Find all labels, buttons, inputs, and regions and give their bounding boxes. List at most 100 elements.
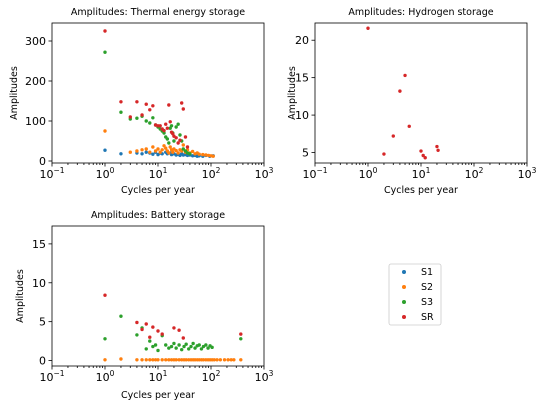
axis-ticks: 10−1 100 101 102 103 5 10 15 20	[295, 34, 537, 181]
data-point	[119, 110, 123, 114]
data-point	[419, 149, 423, 153]
axis-ticks: 10−1 100 101 102 103 0 5 10 15	[32, 238, 274, 384]
data-point	[167, 141, 171, 145]
data-point	[201, 152, 205, 157]
data-point	[128, 115, 132, 119]
data-point	[148, 121, 152, 125]
data-point	[191, 341, 195, 346]
data-point	[103, 129, 107, 133]
data-point	[169, 124, 174, 128]
y-tick-label: 0	[39, 155, 46, 168]
y-tick-label: 200	[25, 75, 46, 88]
plot-frame	[51, 225, 265, 367]
data-point	[190, 149, 195, 154]
data-point	[148, 150, 152, 154]
data-point	[158, 124, 162, 128]
data-point	[144, 150, 148, 154]
data-point	[164, 122, 168, 126]
data-point	[135, 358, 139, 362]
data-point	[172, 326, 176, 330]
data-point	[151, 358, 155, 362]
y-axis-label: Amplitudes	[9, 66, 20, 120]
data-point	[218, 358, 223, 362]
data-points	[366, 26, 440, 160]
data-point	[204, 343, 208, 347]
data-point	[436, 148, 440, 152]
data-point	[140, 358, 144, 362]
axis-ticks: 10−1 100 101 102 103 0 100 200 300	[25, 35, 274, 181]
data-point	[197, 152, 201, 156]
data-point	[165, 126, 170, 130]
chart-thermal-energy-storage: Amplitudes: Thermal energy storage Ampli…	[9, 7, 274, 196]
y-tick-label: 15	[295, 72, 309, 85]
x-axis-label: Cycles per year	[384, 185, 458, 196]
data-point	[144, 119, 148, 123]
data-point	[148, 358, 152, 362]
legend-label: S3	[421, 297, 433, 308]
data-point	[391, 134, 395, 138]
data-point	[204, 153, 208, 157]
data-points	[103, 293, 243, 362]
data-point	[239, 337, 243, 341]
data-point	[151, 104, 155, 108]
data-point	[403, 73, 407, 78]
data-point	[201, 344, 206, 349]
x-tick-label: 102	[465, 166, 484, 181]
data-point	[148, 339, 152, 343]
data-point	[176, 141, 180, 145]
data-point	[119, 152, 123, 156]
plot-frame	[51, 22, 265, 164]
data-point	[144, 358, 148, 362]
x-axis-label: Cycles per year	[121, 390, 195, 401]
data-point	[169, 358, 174, 362]
data-point	[167, 151, 171, 155]
x-tick-label: 101	[149, 369, 168, 384]
data-point	[144, 347, 148, 351]
legend-box	[388, 263, 442, 326]
x-axis-label: Cycles per year	[121, 185, 195, 196]
y-tick-label: 5	[39, 316, 46, 329]
legend-label: S1	[421, 267, 433, 278]
data-point	[174, 346, 178, 350]
data-point	[239, 332, 243, 336]
chart-title: Amplitudes: Thermal energy storage	[71, 7, 245, 18]
data-point	[151, 344, 155, 349]
data-point	[172, 341, 176, 346]
data-point	[178, 133, 182, 137]
x-tick-label: 102	[202, 369, 221, 384]
data-point	[174, 148, 178, 153]
data-point	[164, 343, 168, 347]
x-tick-label: 103	[255, 369, 274, 384]
data-point	[187, 347, 191, 351]
y-tick-label: 100	[25, 115, 46, 128]
data-point	[135, 149, 139, 153]
data-point	[188, 152, 192, 156]
data-point	[153, 149, 158, 153]
data-point	[168, 120, 172, 124]
series-sr	[103, 293, 243, 340]
data-point	[382, 152, 386, 156]
data-point	[174, 136, 178, 140]
data-point	[423, 156, 427, 160]
chart-title: Amplitudes: Battery storage	[91, 210, 225, 221]
data-point	[181, 147, 185, 151]
x-tick-label: 100	[96, 166, 115, 181]
series-sr	[103, 29, 190, 149]
y-tick-label: 0	[39, 355, 46, 368]
data-point	[180, 101, 184, 105]
x-tick-label: 10−1	[39, 166, 64, 181]
data-point	[156, 147, 160, 151]
y-tick-label: 20	[295, 34, 309, 47]
data-point	[164, 146, 168, 150]
data-point	[140, 327, 144, 332]
series-s2	[103, 357, 243, 362]
data-point	[168, 145, 172, 149]
data-point	[210, 345, 214, 350]
data-point	[177, 343, 181, 347]
series-s3	[103, 314, 243, 353]
data-point	[153, 343, 158, 347]
data-point	[177, 358, 181, 362]
data-point	[162, 144, 166, 148]
data-point	[162, 128, 166, 133]
legend-entry-s3: S3	[402, 297, 433, 308]
